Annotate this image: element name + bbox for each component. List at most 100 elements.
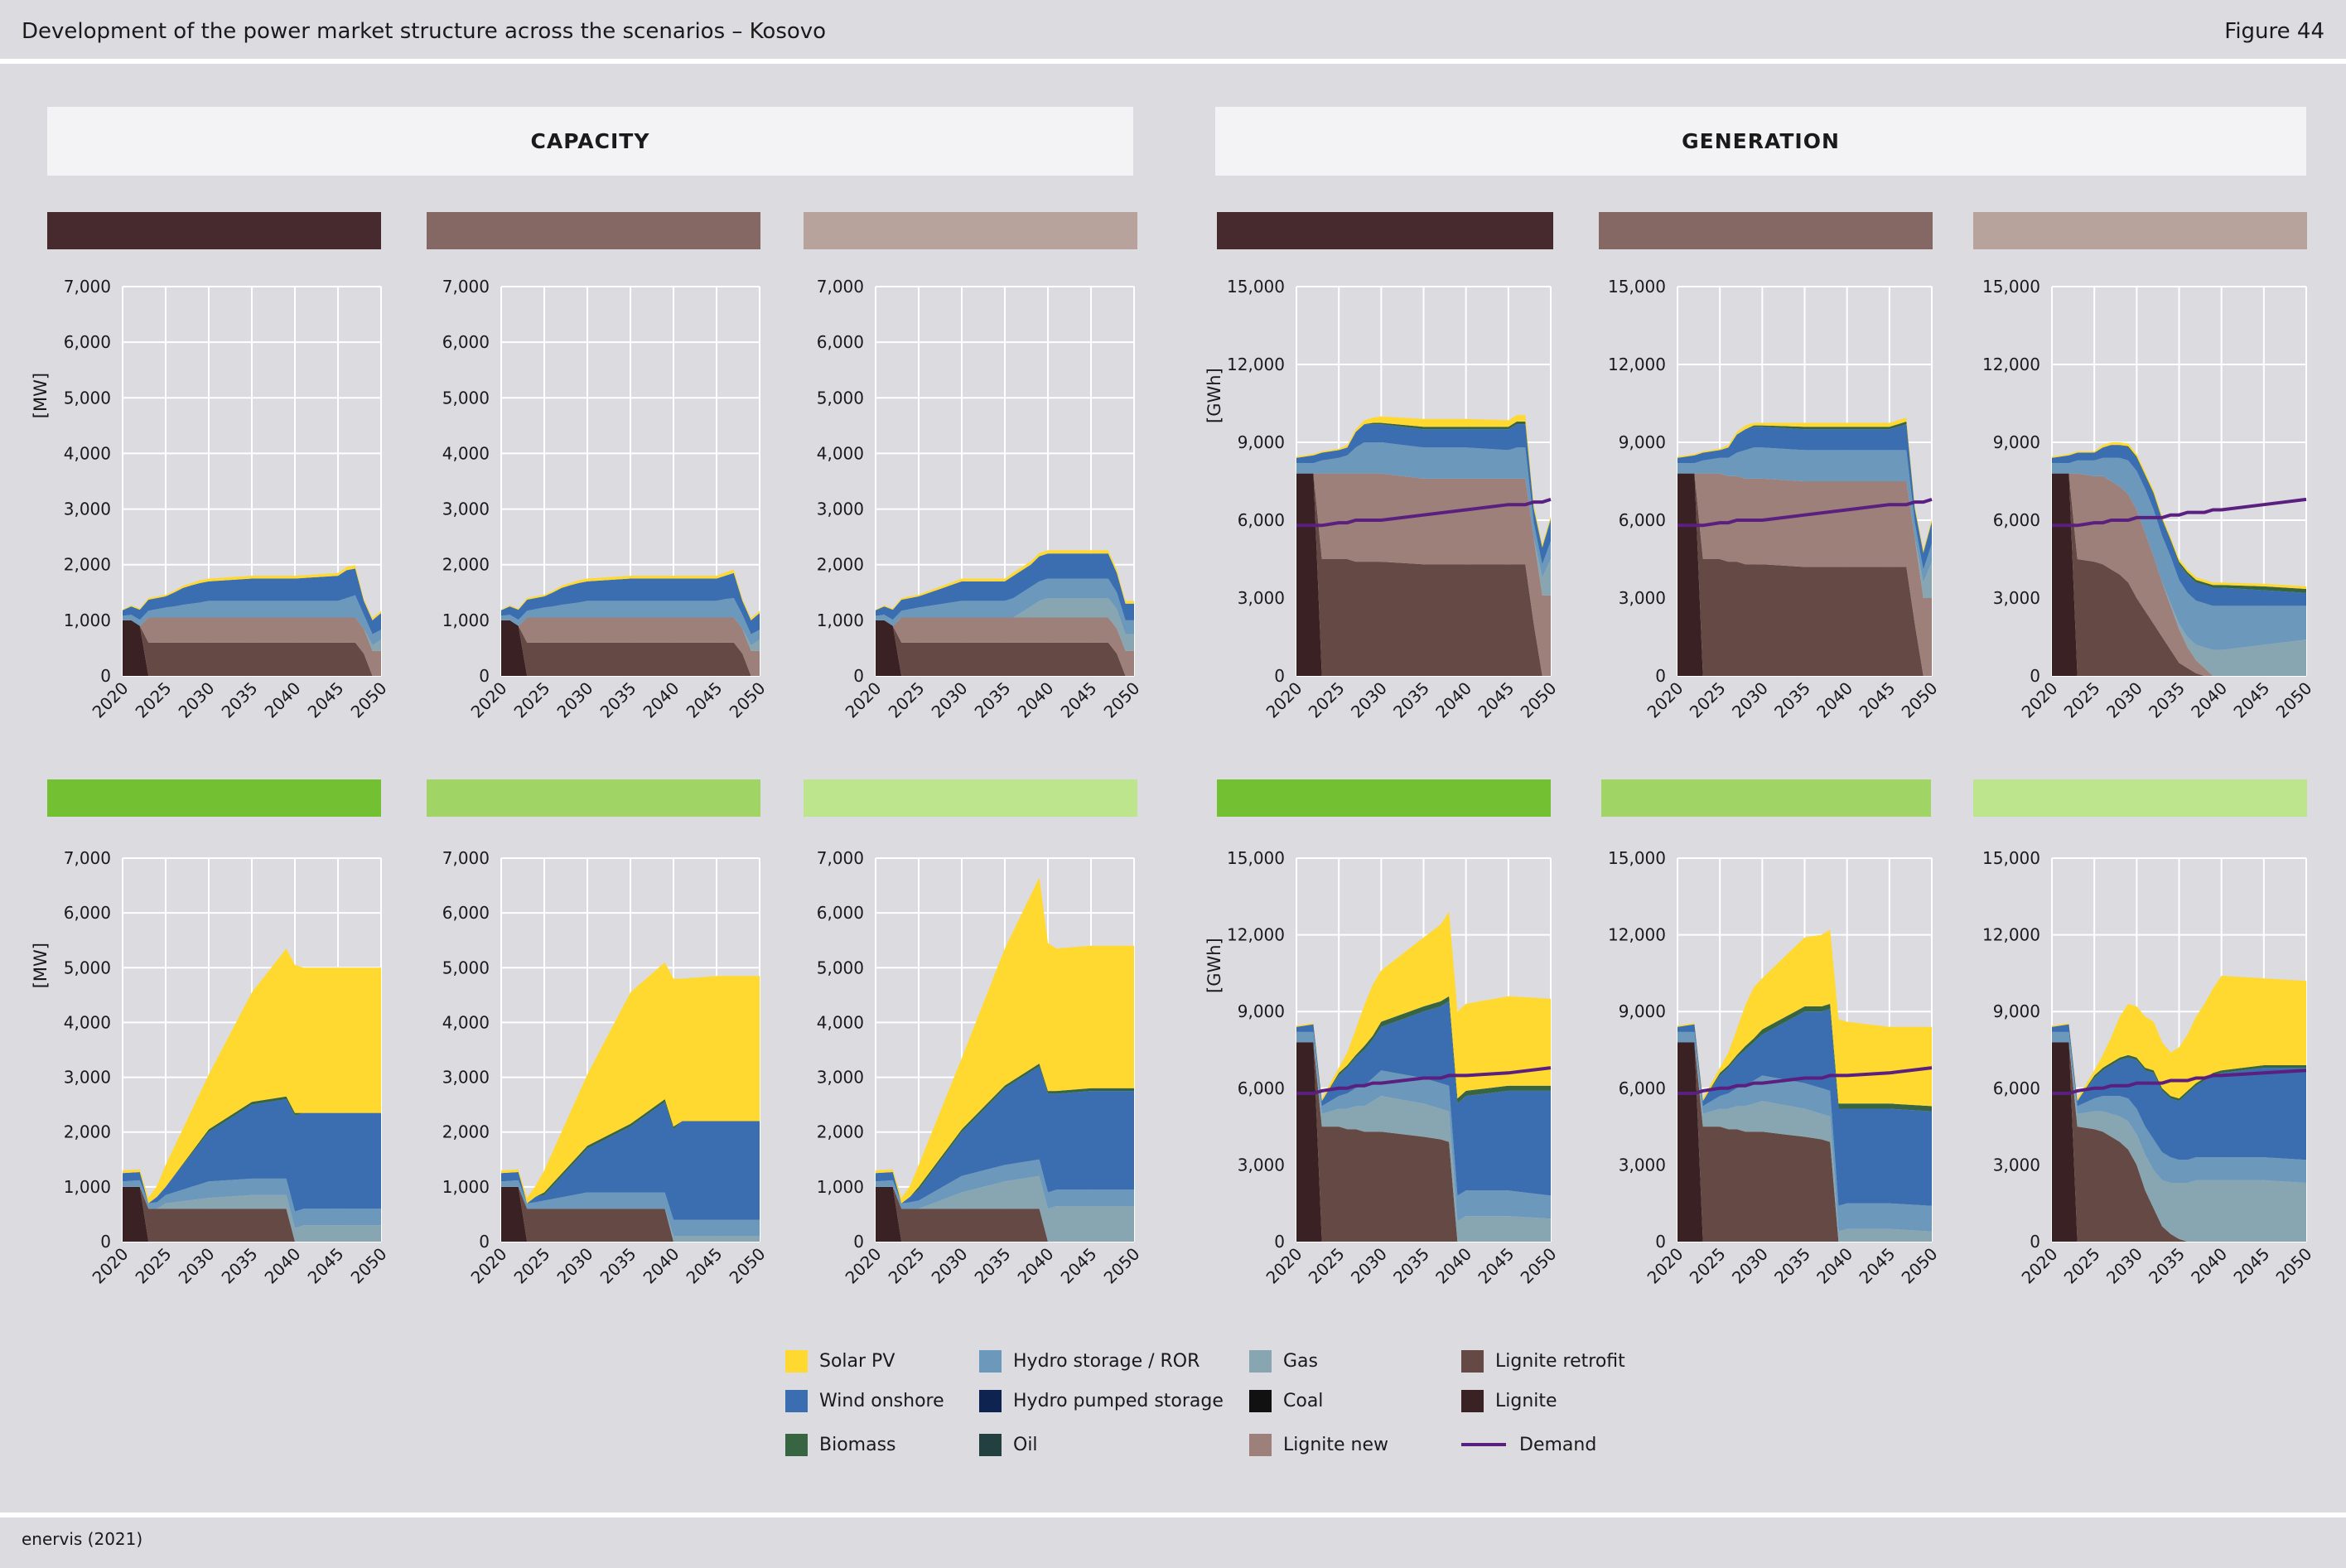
legend-swatch bbox=[785, 1433, 808, 1456]
y-tick-label: 12,000 bbox=[1227, 925, 1285, 945]
x-tick-label: 2050 bbox=[347, 1244, 391, 1288]
x-tick-label: 2030 bbox=[553, 1244, 597, 1288]
area-lignite-retrofit bbox=[123, 1186, 381, 1242]
x-tick-label: 2050 bbox=[1100, 678, 1144, 722]
x-tick-label: 2035 bbox=[596, 1244, 640, 1288]
y-tick-label: 3,000 bbox=[64, 1068, 111, 1088]
x-tick-label: 2030 bbox=[175, 678, 219, 722]
y-tick-label: 4,000 bbox=[442, 443, 490, 463]
x-tick-label: 2050 bbox=[347, 678, 391, 722]
top-rule bbox=[0, 59, 2346, 64]
y-tick-label: 6,000 bbox=[1238, 1078, 1285, 1098]
capacity-section-header: CAPACITY bbox=[47, 107, 1133, 176]
y-tick-label: 7,000 bbox=[64, 848, 111, 868]
area-hydro-storage-ror bbox=[123, 1178, 381, 1228]
demand-line bbox=[1296, 1066, 1552, 1095]
y-tick-label: 2,000 bbox=[817, 1122, 864, 1142]
y-tick-label: 5,000 bbox=[817, 388, 864, 408]
legend-label: Lignite bbox=[1495, 1390, 1557, 1411]
x-tick-label: 2045 bbox=[1057, 678, 1101, 722]
x-tick-label: 2045 bbox=[1855, 1244, 1899, 1288]
y-tick-label: 2,000 bbox=[442, 555, 490, 575]
x-tick-label: 2025 bbox=[510, 1244, 554, 1288]
y-tick-label: 2,000 bbox=[442, 1122, 490, 1142]
legend-swatch bbox=[979, 1433, 1002, 1456]
capacity-chart-4: 01,0002,0003,0004,0005,0006,0007,0002020… bbox=[31, 848, 391, 1288]
x-tick-label: 2030 bbox=[1347, 678, 1391, 722]
legend-swatch bbox=[785, 1349, 808, 1373]
scenario-bar-6 bbox=[804, 779, 1137, 817]
capacity-chart-2: 01,0002,0003,0004,0005,0006,0007,0002020… bbox=[442, 277, 770, 722]
area-solar-pv bbox=[1296, 911, 1551, 1102]
y-axis-label: [GWh] bbox=[1204, 938, 1224, 993]
area-solar-pv bbox=[876, 877, 1134, 1204]
x-tick-label: 2040 bbox=[640, 1244, 683, 1288]
y-tick-label: 9,000 bbox=[1619, 1001, 1666, 1021]
y-tick-label: 5,000 bbox=[442, 388, 490, 408]
area-solar-pv bbox=[123, 565, 381, 620]
legend-label: Hydro pumped storage bbox=[1013, 1390, 1224, 1411]
x-tick-label: 2025 bbox=[2060, 678, 2104, 722]
legend-item-biomass: Biomass bbox=[785, 1432, 896, 1457]
area-lignite-new bbox=[876, 617, 1134, 676]
x-tick-label: 2025 bbox=[1686, 678, 1730, 722]
legend-item-wind-onshore: Wind onshore bbox=[785, 1388, 944, 1413]
y-tick-label: 4,000 bbox=[817, 1012, 864, 1032]
y-tick-label: 15,000 bbox=[1608, 277, 1666, 297]
x-tick-label: 2035 bbox=[1770, 678, 1814, 722]
y-tick-label: 2,000 bbox=[64, 555, 111, 575]
y-tick-label: 3,000 bbox=[817, 499, 864, 519]
scenario-bar-1 bbox=[47, 212, 381, 249]
legend-swatch bbox=[1461, 1349, 1484, 1373]
figure-label: Figure 44 bbox=[2224, 19, 2324, 44]
y-tick-label: 1,000 bbox=[817, 1177, 864, 1197]
x-tick-label: 2025 bbox=[510, 678, 554, 722]
y-tick-label: 6,000 bbox=[817, 903, 864, 923]
area-solar-pv bbox=[123, 948, 381, 1204]
legend-swatch bbox=[785, 1389, 808, 1412]
y-tick-label: 5,000 bbox=[442, 958, 490, 977]
demand-line bbox=[2052, 497, 2307, 528]
legend-item-lignite-new: Lignite new bbox=[1249, 1432, 1388, 1457]
x-tick-label: 2030 bbox=[175, 1244, 219, 1288]
scenario-bar-3 bbox=[804, 212, 1137, 249]
area-wind-onshore bbox=[1677, 424, 1932, 570]
legend-item-demand: Demand bbox=[1461, 1432, 1596, 1457]
area-gas bbox=[2052, 1042, 2306, 1242]
area-hydro-storage-ror bbox=[2052, 1031, 2306, 1183]
scenario-bar-2 bbox=[1599, 212, 1933, 249]
x-tick-label: 2045 bbox=[683, 678, 726, 722]
generation-chart-2: 03,0006,0009,00012,00015,000202020252030… bbox=[1608, 277, 1942, 722]
y-tick-label: 6,000 bbox=[442, 332, 490, 352]
area-lignite-retrofit bbox=[1677, 1042, 1932, 1242]
y-tick-label: 1,000 bbox=[64, 610, 111, 630]
x-tick-label: 2030 bbox=[1347, 1244, 1391, 1288]
y-tick-label: 0 bbox=[853, 1232, 864, 1252]
area-solar-pv bbox=[876, 550, 1134, 610]
y-tick-label: 0 bbox=[100, 1232, 111, 1252]
area-gas bbox=[1296, 1042, 1551, 1242]
legend-swatch bbox=[979, 1349, 1002, 1373]
area-hydro-storage-ror bbox=[123, 595, 381, 646]
x-tick-label: 2040 bbox=[1431, 1244, 1475, 1288]
x-tick-label: 2040 bbox=[2187, 1244, 2231, 1288]
demand-line bbox=[2052, 1069, 2307, 1095]
area-lignite-retrofit bbox=[1677, 473, 1932, 676]
area-solar-pv bbox=[2052, 442, 2306, 589]
x-tick-label: 2030 bbox=[1728, 678, 1772, 722]
y-tick-label: 9,000 bbox=[1993, 432, 2040, 452]
x-tick-label: 2035 bbox=[971, 1244, 1015, 1288]
x-tick-label: 2030 bbox=[928, 678, 972, 722]
x-tick-label: 2035 bbox=[218, 1244, 262, 1288]
x-tick-label: 2035 bbox=[218, 678, 262, 722]
x-tick-label: 2045 bbox=[1474, 678, 1518, 722]
x-tick-label: 2030 bbox=[2102, 678, 2146, 722]
area-wind-onshore bbox=[876, 553, 1134, 620]
y-tick-label: 3,000 bbox=[442, 1068, 490, 1088]
y-tick-label: 2,000 bbox=[817, 555, 864, 575]
area-lignite-new bbox=[1296, 473, 1551, 676]
y-tick-label: 12,000 bbox=[1982, 925, 2040, 945]
legend-label: Oil bbox=[1013, 1434, 1038, 1455]
y-tick-label: 0 bbox=[2030, 1232, 2040, 1252]
y-tick-label: 6,000 bbox=[64, 332, 111, 352]
